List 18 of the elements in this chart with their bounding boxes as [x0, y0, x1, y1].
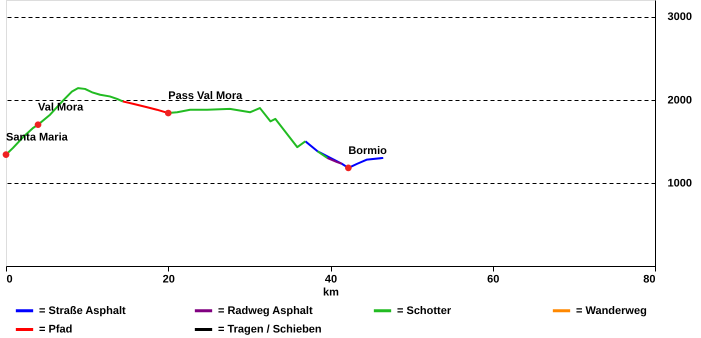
legend-label: = Schotter: [397, 304, 452, 317]
y-tick-label: 3000: [668, 11, 692, 24]
legend-label: = Tragen / Schieben: [218, 324, 322, 336]
annotation: Pass Val Mora: [168, 90, 244, 102]
x-tick-label: 40: [324, 274, 338, 286]
y-tick-label: 2000: [668, 94, 692, 106]
annotation: Val Mora: [38, 102, 84, 114]
x-tick-label: 0: [6, 274, 13, 286]
legend-label: = Straße Asphalt: [39, 304, 126, 317]
x-tick-label: 20: [162, 274, 175, 286]
x-axis-title: km: [323, 286, 340, 298]
legend-label: = Pfad: [39, 324, 72, 336]
y-tick-label: 1000: [668, 177, 692, 190]
legend-label: = Wanderweg: [576, 304, 647, 317]
x-tick-label: 60: [487, 274, 500, 286]
annotation: Bormio: [348, 144, 388, 157]
x-tick-label: 80: [643, 274, 656, 286]
legend-label: = Radweg Asphalt: [218, 304, 313, 317]
